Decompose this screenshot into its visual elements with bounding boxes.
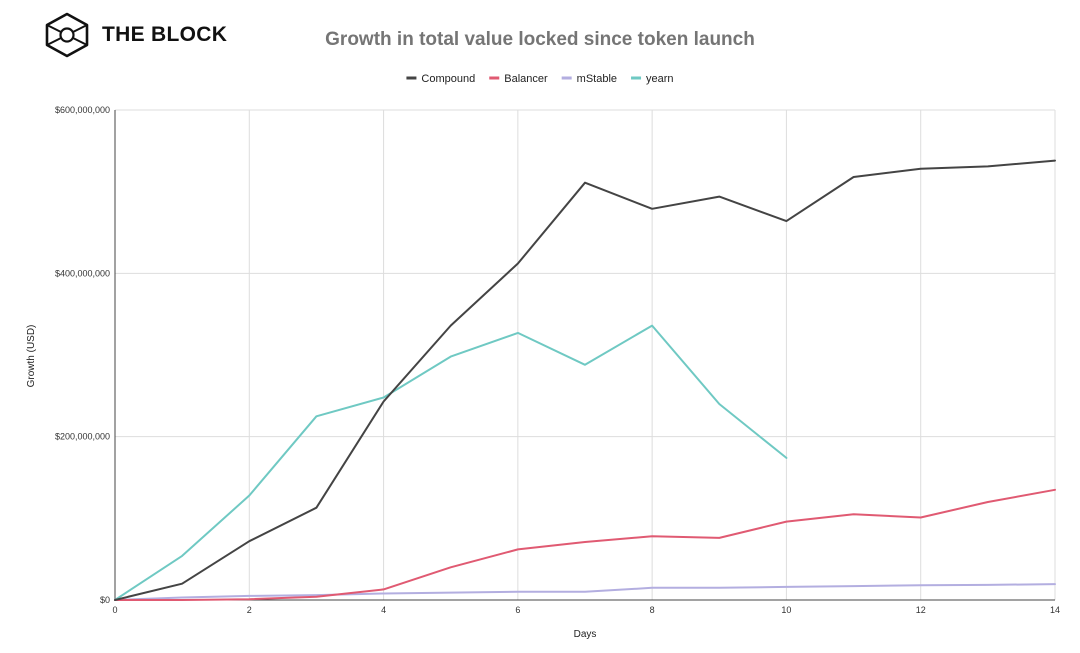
legend-label-yearn: yearn <box>646 73 674 85</box>
legend-label-compound: Compound <box>421 73 475 85</box>
x-tick-label: 6 <box>515 605 520 615</box>
y-tick-label: $0 <box>100 595 110 605</box>
x-axis-label: Days <box>574 629 597 640</box>
series-line-mstable <box>114 583 1056 601</box>
chart-axes: $0 $200,000,000 $400,000,000 $600,000,000 0 2… <box>55 105 1060 615</box>
legend-label-mstable: mStable <box>577 73 617 85</box>
y-tick-label: $200,000,000 <box>55 432 110 442</box>
y-tick-label: $400,000,000 <box>55 268 110 278</box>
chart-title: Growth in total value locked since token… <box>325 29 755 50</box>
y-axis-label: Growth (USD) <box>26 325 37 388</box>
chart-grid <box>115 109 1056 600</box>
x-tick-label: 2 <box>247 605 252 615</box>
chart-series <box>114 159 1056 601</box>
x-tick-label: 0 <box>112 605 117 615</box>
x-tick-label: 12 <box>916 605 926 615</box>
x-tick-label: 8 <box>650 605 655 615</box>
series-line-balancer <box>114 488 1056 601</box>
series-line-yearn <box>114 324 788 601</box>
brand-name: THE BLOCK <box>102 23 228 46</box>
x-tick-label: 4 <box>381 605 386 615</box>
cube-logo-icon <box>45 12 89 58</box>
series-line-compound <box>114 159 1056 601</box>
legend-label-balancer: Balancer <box>504 73 548 85</box>
brand-header: THE BLOCK <box>44 12 227 58</box>
x-tick-label: 14 <box>1050 605 1060 615</box>
y-tick-label: $600,000,000 <box>55 105 110 115</box>
x-tick-label: 10 <box>781 605 791 615</box>
chart-legend: Compound Balancer mStable yearn <box>406 73 674 85</box>
